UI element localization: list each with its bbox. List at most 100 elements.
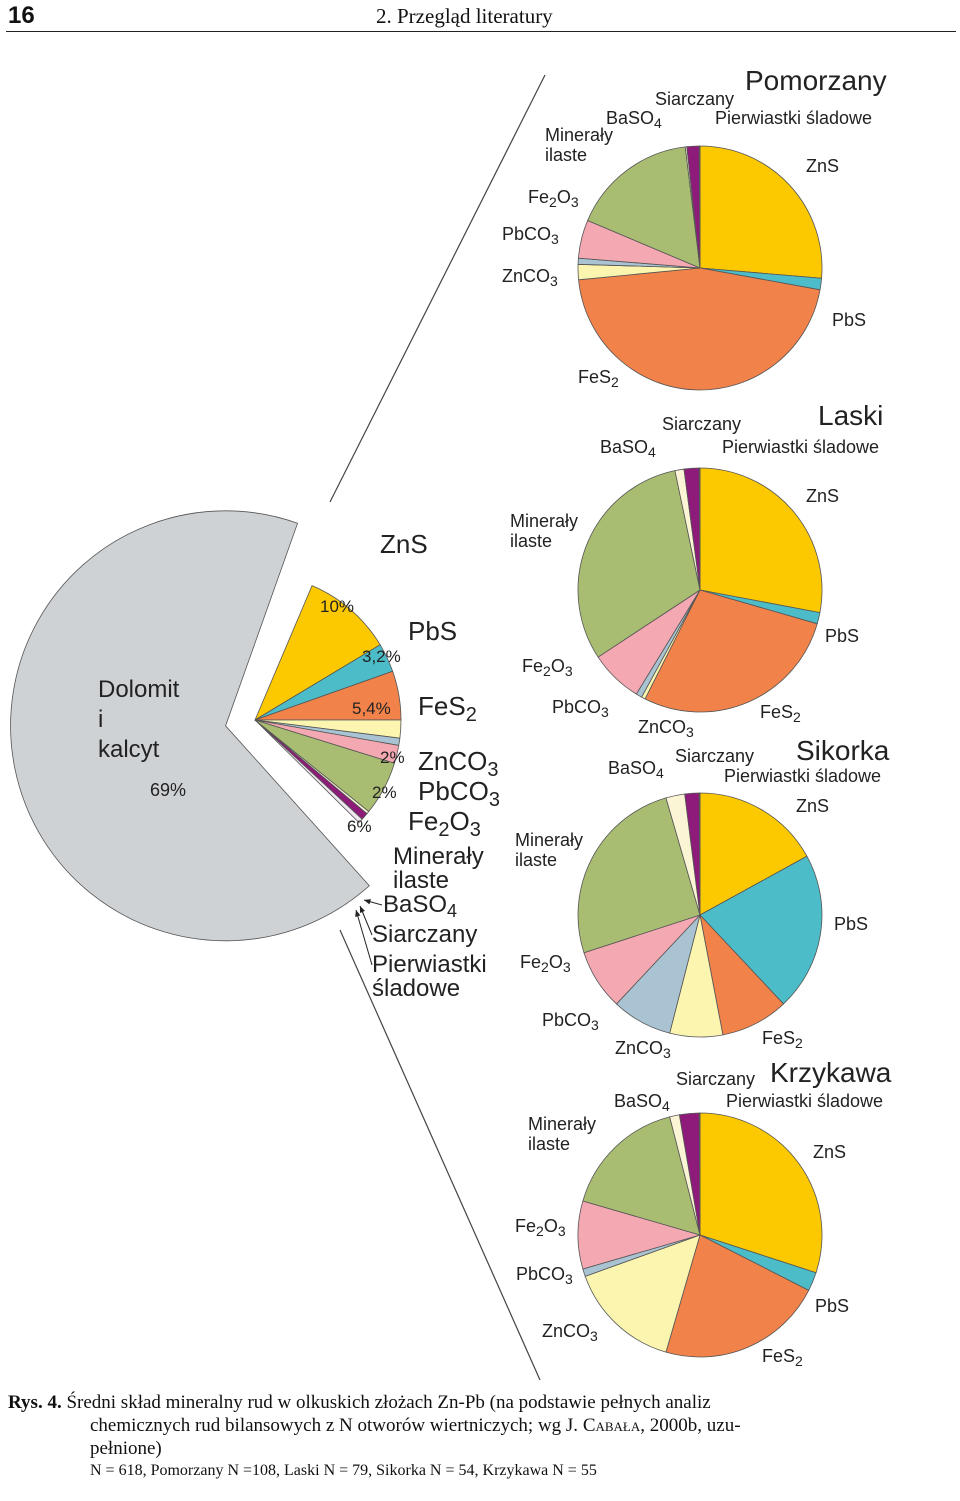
krzykawa-slice-minera-y-ilaste (582, 1116, 701, 1236)
laski-label-pbs: PbS (825, 626, 859, 646)
pie-krzykawa (577, 1112, 823, 1358)
caption-line-2: chemicznych rud bilansowych z N otworów … (8, 1414, 958, 1437)
sikorka-slice-pbs (699, 855, 823, 1005)
sikorka-label-fes2: FeS2 (762, 1028, 803, 1051)
laski-label-pbco3: PbCO3 (552, 697, 609, 720)
krzykawa-label-fes2: FeS2 (762, 1346, 803, 1369)
expansion-lines (329, 74, 546, 1381)
pomorzany-slice-pierwiastki-ladowe (698, 145, 701, 269)
chart-labels: Dolomit i kalcyt 69% ZnS 10% PbS 3,2% FeS2 5,4% Zn… (98, 65, 892, 1369)
pomorzany-label-mineraly: Minerały ilaste (545, 125, 613, 165)
laski-label-fes2: FeS2 (760, 702, 801, 725)
pomorzany-label-zns: ZnS (806, 156, 839, 176)
value-zns: 10% (320, 597, 354, 616)
pomorzany-slice-zns (699, 145, 823, 279)
arrow-siarczany-head (359, 906, 365, 913)
laski-label-znco3: ZnCO3 (638, 717, 694, 740)
krzykawa-label-pbco3: PbCO3 (516, 1264, 573, 1287)
krzykawa-label-zns: ZnS (813, 1142, 846, 1162)
sikorka-slice-minera-y-ilaste (577, 797, 701, 954)
label-fe2o3: Fe2O3 (408, 806, 481, 841)
sikorka-label-znco3: ZnCO3 (615, 1038, 671, 1061)
krzykawa-label-baso4: BaSO4 (614, 1091, 670, 1114)
label-pbs: PbS (408, 616, 457, 646)
caption-line-1: Rys. 4. Średni skład mineralny rud w olk… (8, 1391, 958, 1414)
krzykawa-label-pierwiastki-ladowe: Pierwiastki śladowe (726, 1091, 883, 1111)
caption-note: N = 618, Pomorzany N =108, Laski N = 79,… (90, 1462, 597, 1479)
laski-slice-zns (699, 467, 823, 614)
running-header: 2. Przegląd literatury (376, 4, 553, 28)
value-fe2o3: 2% (372, 783, 397, 802)
sub-pies (577, 145, 823, 1358)
laski-label-pierwiastki-ladowe: Pierwiastki śladowe (722, 437, 879, 457)
krzykawa-slice-znco3 (584, 1234, 701, 1353)
sikorka-label-pbco3: PbCO3 (542, 1010, 599, 1033)
pomorzany-slice-fes2 (578, 267, 821, 391)
krzykawa-slice-fes2 (665, 1234, 810, 1358)
laski-slice-fes2 (644, 589, 818, 713)
value-mineraly: 6% (347, 817, 372, 836)
pomorzany-label-baso4: BaSO4 (606, 108, 662, 131)
krzykawa-slice-pierwiastki-ladowe (698, 1112, 701, 1236)
arrow-pierwiastki (355, 909, 373, 966)
label-fes2: FeS2 (418, 691, 477, 726)
main-slice-zns (254, 585, 381, 721)
caption-text-1: Średni skład mineralny rud w olkuskich z… (66, 1392, 711, 1413)
pie-laski (577, 467, 823, 713)
title-krzykawa: Krzykawa (770, 1057, 892, 1088)
pie-sikorka (577, 792, 823, 1038)
caption-text-2: chemicznych rud bilansowych z N otworów … (90, 1415, 579, 1436)
pomorzany-label-fe2o3: Fe2O3 (528, 187, 579, 210)
value-dolomit: 69% (150, 780, 186, 800)
label-baso4: BaSO4 (383, 891, 457, 921)
laski-label-baso4: BaSO4 (600, 437, 656, 460)
laski-slice-minera-y-ilaste (577, 470, 701, 658)
title-laski: Laski (818, 400, 883, 431)
pie-charts-figure: Dolomit i kalcyt 69% ZnS 10% PbS 3,2% FeS2 5,4% Zn… (10, 65, 892, 1381)
label-dolomit: Dolomit i kalcyt (98, 676, 180, 763)
krzykawa-label-mineraly: Minerały ilaste (528, 1114, 596, 1154)
sikorka-label-fe2o3: Fe2O3 (520, 952, 571, 975)
sikorka-label-mineraly: Minerały ilaste (515, 830, 583, 870)
label-pierwiastki: Pierwiastki śladowe (372, 951, 487, 1002)
laski-label-siarczany: Siarczany (662, 414, 741, 434)
caption-author: Cabała (582, 1415, 641, 1436)
expansion-line-bottom (339, 929, 541, 1381)
sikorka-label-zns: ZnS (796, 796, 829, 816)
caption-line-3: pełnione) (90, 1438, 162, 1459)
main-pie (10, 510, 402, 942)
pomorzany-label-znco3: ZnCO3 (502, 266, 558, 289)
header-rule (6, 31, 956, 32)
pomorzany-label-pierwiastki-ladowe: Pierwiastki śladowe (715, 108, 872, 128)
pomorzany-label-pbco3: PbCO3 (502, 224, 559, 247)
caption-label: Rys. 4. (8, 1392, 62, 1413)
label-mineraly: Minerały ilaste (393, 843, 484, 894)
caption-text-2b: , 2000b, uzu- (640, 1415, 741, 1436)
pomorzany-label-siarczany: Siarczany (655, 89, 734, 109)
laski-slice-pierwiastki-ladowe (698, 467, 701, 591)
label-pbco3: PbCO3 (418, 776, 500, 811)
laski-label-mineraly: Minerały ilaste (510, 511, 578, 551)
krzykawa-label-znco3: ZnCO3 (542, 1321, 598, 1344)
label-zns: ZnS (380, 529, 428, 559)
expansion-line-top (329, 74, 546, 503)
figure-caption: Rys. 4. Średni skład mineralny rud w olk… (8, 1391, 958, 1480)
arrow-baso4-head (364, 899, 371, 905)
page-number: 16 (8, 2, 35, 29)
title-pomorzany: Pomorzany (745, 65, 887, 96)
krzykawa-slice-zns (699, 1112, 823, 1274)
sikorka-label-baso4: BaSO4 (608, 758, 664, 781)
laski-label-fe2o3: Fe2O3 (522, 656, 573, 679)
main-slice-pierwiastki-ladowe (254, 719, 363, 824)
pomorzany-label-fes2: FeS2 (578, 367, 619, 390)
sikorka-label-siarczany: Siarczany (675, 746, 754, 766)
sikorka-label-pierwiastki-ladowe: Pierwiastki śladowe (724, 766, 881, 786)
title-sikorka: Sikorka (796, 735, 890, 766)
krzykawa-label-fe2o3: Fe2O3 (515, 1216, 566, 1239)
label-siarczany: Siarczany (372, 921, 477, 948)
value-fes2: 5,4% (352, 699, 391, 718)
pie-pomorzany (577, 145, 823, 391)
value-pbs: 3,2% (362, 647, 401, 666)
arrow-pierwiastki-head (355, 910, 361, 917)
